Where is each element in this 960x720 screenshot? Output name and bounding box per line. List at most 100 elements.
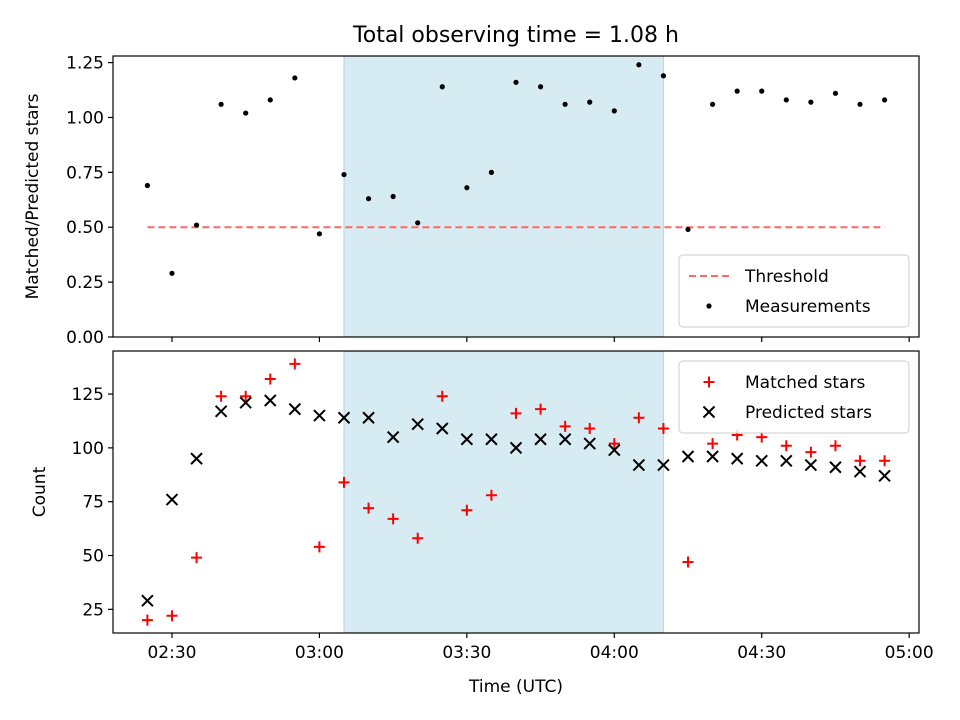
matched-star-point (191, 552, 203, 564)
matched-star-point (854, 455, 866, 467)
predicted-star-point (657, 458, 670, 472)
matched-star-point (363, 502, 375, 514)
legend-predicted-swatch (702, 405, 716, 419)
measurement-point (537, 84, 544, 90)
predicted-star-point (804, 458, 818, 472)
measurement-point (636, 62, 642, 68)
predicted-star-point (264, 394, 277, 407)
matched-star-point (510, 407, 522, 419)
plot-frame (112, 350, 920, 634)
measurement-point (390, 193, 396, 200)
predicted-star-point (165, 493, 179, 506)
matched-star-point (805, 446, 817, 458)
y-tick-label: 100 (72, 439, 104, 459)
measurement-point (660, 73, 667, 79)
predicted-star-point (780, 454, 793, 467)
measurement-point (218, 101, 224, 107)
matched-star-point (608, 438, 620, 450)
measurement-point (316, 231, 323, 237)
predicted-star-point (386, 430, 400, 444)
measurement-point (267, 97, 273, 103)
x-tick-label: 04:30 (737, 643, 786, 663)
measurement-point (365, 196, 372, 202)
measurement-point (611, 108, 617, 114)
matched-star-point (240, 390, 252, 402)
legend-label: Measurements (745, 297, 871, 317)
predicted-star-point (214, 405, 228, 418)
y-tick-label: 0.75 (66, 163, 104, 183)
measurement-point (488, 169, 495, 175)
predicted-star-point (632, 458, 646, 472)
measurement-point (734, 88, 740, 94)
x-tick-label: 04:00 (590, 643, 639, 663)
matched-star-point (289, 358, 301, 370)
predicted-star-point (730, 452, 744, 465)
y-axis-label: Matched/Predicted stars (23, 93, 43, 299)
y-tick-label: 125 (72, 385, 104, 405)
matched-star-point (166, 610, 178, 622)
shaded-region (343, 350, 664, 634)
measurement-point (881, 97, 888, 103)
predicted-star-point (288, 402, 302, 416)
matched-star-point (535, 403, 547, 415)
legend: Threshold Measurements (678, 254, 910, 328)
predicted-star-point (829, 461, 842, 474)
y-tick-label: 50 (82, 547, 104, 567)
y-tick-label: 0.50 (66, 218, 104, 238)
measurement-point (783, 97, 789, 103)
legend-label: Predicted stars (745, 403, 872, 423)
predicted-star-point (313, 409, 326, 422)
predicted-star-point (608, 443, 621, 457)
plot-frame (112, 55, 920, 338)
x-tick-label: 03:30 (442, 643, 491, 663)
predicted-star-point (558, 433, 572, 446)
measurement-point (759, 88, 765, 94)
matched-star-point (313, 541, 325, 553)
predicted-star-point (460, 433, 474, 446)
top-panel: 0.00 0.25 0.50 0.75 1.00 1.25 Matched/Predicte… (23, 54, 920, 348)
predicted-star-point (853, 465, 867, 478)
chart-title: Total observing time = 1.08 h (352, 23, 679, 48)
legend: Matched stars Predicted stars (678, 360, 910, 434)
measurement-point (857, 101, 863, 107)
predicted-star-point (141, 594, 154, 607)
matched-star-point (215, 390, 227, 402)
matched-star-point (829, 440, 841, 452)
measurement-point (464, 185, 470, 191)
measurement-point (562, 101, 568, 107)
predicted-star-point (534, 433, 547, 446)
shaded-region (343, 55, 664, 338)
matched-star-point (584, 422, 596, 434)
legend-label: Matched stars (745, 373, 865, 393)
predicted-star-point (190, 452, 203, 465)
legend-matched-swatch (703, 376, 715, 388)
measurement-point (169, 270, 175, 276)
matched-star-point (633, 412, 645, 424)
predicted-star-point (706, 450, 719, 463)
y-tick-label: 0.25 (66, 273, 104, 293)
matched-star-point (412, 532, 424, 544)
matched-star-point (436, 390, 448, 402)
predicted-star-point (755, 454, 768, 467)
matched-star-point (682, 556, 694, 568)
matched-star-point (485, 489, 497, 501)
legend-label: Threshold (744, 267, 829, 287)
predicted-star-point (337, 411, 351, 424)
matched-star-point (141, 614, 153, 626)
x-tick-label: 02:30 (147, 643, 196, 663)
predicted-star-point (485, 433, 498, 446)
y-tick-label: 0.00 (66, 328, 104, 348)
predicted-star-point (362, 411, 375, 424)
predicted-star-point (583, 437, 596, 450)
predicted-star-point (509, 441, 523, 455)
y-tick-label: 25 (82, 600, 104, 620)
matched-star-point (707, 438, 719, 450)
predicted-star-point (239, 396, 252, 409)
x-tick-label: 05:00 (885, 643, 934, 663)
legend-box (678, 360, 910, 434)
x-axis-label: Time (UTC) (468, 677, 563, 697)
matched-star-point (879, 455, 891, 467)
measurement-point (415, 220, 421, 226)
measurement-point (685, 226, 691, 233)
